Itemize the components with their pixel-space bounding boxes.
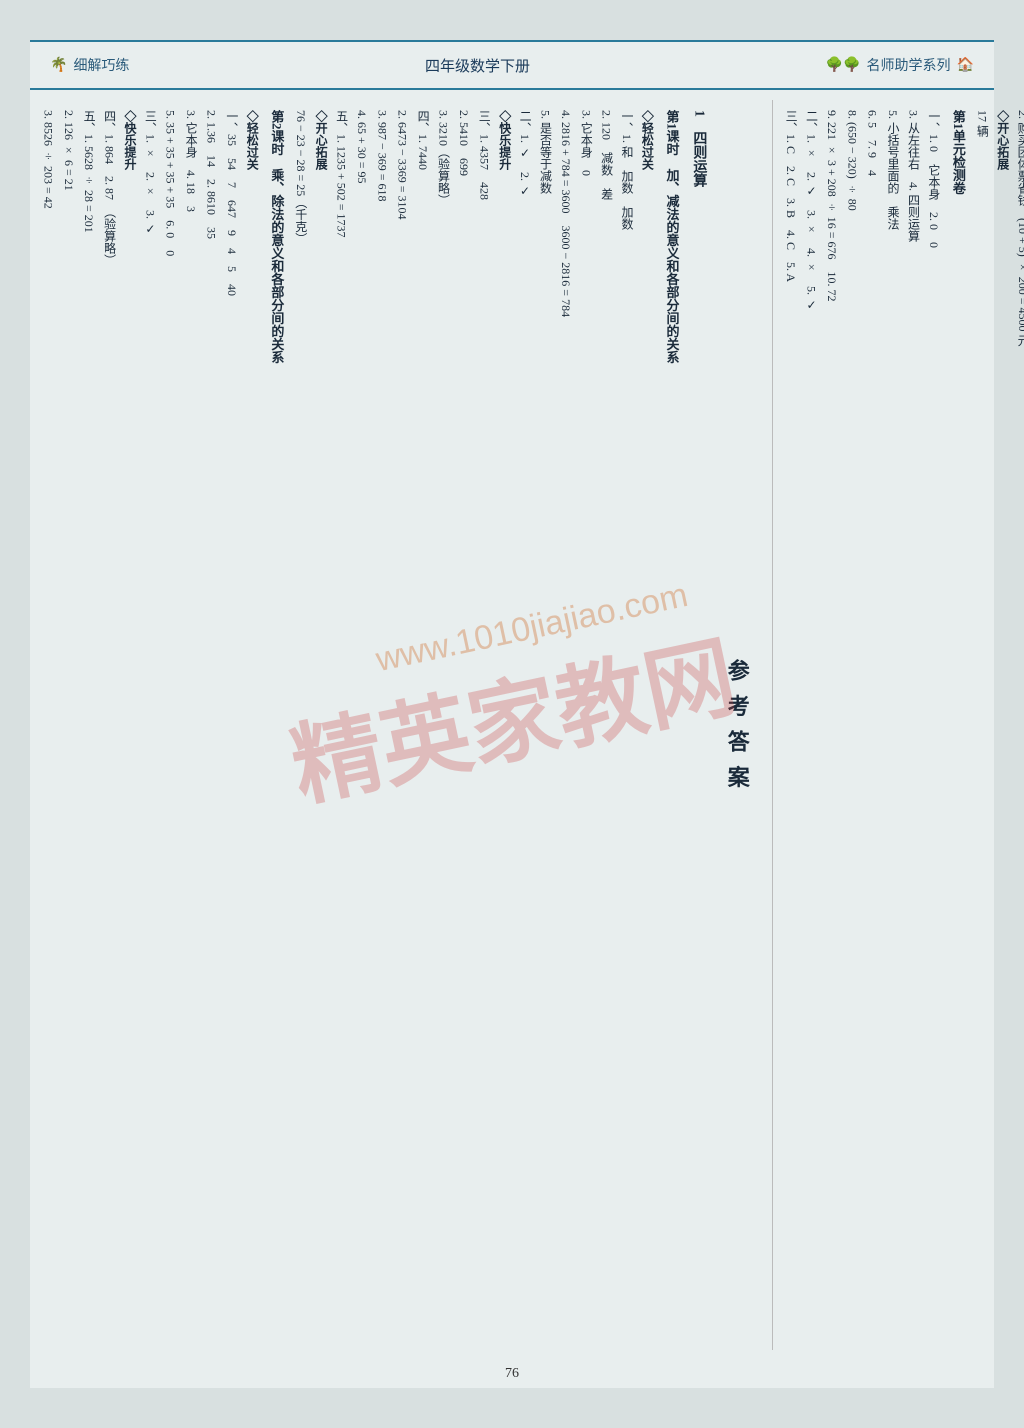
page-number: 76 [505,1366,519,1381]
group-label: ◇快乐提升 [120,110,140,1340]
content: 参 考 答 案 1 四则运算 第1课时 加、减法的意义和各部分间的关系 ◇轻松过… [30,90,994,1360]
main-title: 参 考 答 案 [718,110,755,1340]
answer-line: 2. 5410 699 [454,110,474,1340]
answer-line: 三、1. × 2. × 3. ✓ [140,110,160,1340]
answer-line: 2. 1.36 14 2. 8610 35 [201,110,221,1340]
answer-line: 二、1. ✓ 2. ✓ [515,110,535,1340]
section-title: 1 四则运算 [687,110,711,1340]
house-icon: 🏠 [957,57,974,74]
column-2: ◇开心拓展 103 × 86 = 8858 8858 ÷ 42 = 210……3… [772,100,1024,1350]
header-center: 四年级数学下册 [425,55,530,76]
header-left: 🌴 细解巧练 [50,55,129,75]
palm-icon: 🌴 [50,57,67,74]
answer-line: 5. 35 + 35 + 35 + 35 6. 0 0 [160,110,180,1340]
answer-line: 3. 3210（验算略） [433,110,453,1340]
group-label: ◇快乐提升 [494,110,514,1340]
answer-line: 2. 购买团体票省钱 (10 + 5) × 200 = 4500 元 [1013,110,1024,1340]
answer-line: 5. 是否等于减数 [535,110,555,1340]
answer-line: 2. 120 减数 差 [596,110,616,1340]
answer-line: 4. 2816 + 784 = 3600 3600 − 2816 = 784 [555,110,575,1340]
column-1: 参 考 答 案 1 四则运算 第1课时 加、减法的意义和各部分间的关系 ◇轻松过… [30,100,772,1350]
page: 🌴 细解巧练 四年级数学下册 🌳🌳 名师助学系列 🏠 参 考 答 案 1 四则运… [30,40,994,1388]
page-header: 🌴 细解巧练 四年级数学下册 🌳🌳 名师助学系列 🏠 [30,40,994,90]
answer-line: 9. 221 × 3 + 208 ÷ 16 = 676 10. 72 [821,110,841,1340]
answer-line: 5. 小括号里面的 乘法 [883,110,903,1340]
answer-line: 2. 126 × 6 = 21 [58,110,78,1340]
answer-line: 3. 8526 ÷ 203 = 42 [38,110,58,1340]
answer-line: 2. 6473 − 3369 = 3104 [392,110,412,1340]
group-label: ◇轻松过关 [637,110,657,1340]
series-left: 细解巧练 [73,55,129,75]
trees-icon: 🌳🌳 [826,57,861,74]
group-label: ◇开心拓展 [311,110,331,1340]
answer-line: 3. 它本身 4. 18 3 [181,110,201,1340]
answer-line: 四、1. 7440 [413,110,433,1340]
answer-line: 76 − 23 − 28 = 25（千克） [290,110,310,1340]
answer-line: 五、1. 1235 + 502 = 1737 [331,110,351,1340]
answer-line: 6. 5 7. 9 4 [862,110,882,1340]
lesson-title: 第1单元检测卷 [947,110,969,1340]
answer-line: 一、1. 0 它本身 2. 0 0 [923,110,943,1340]
answer-line: 五、1. 5628 ÷ 28 = 201 [79,110,99,1340]
series-right: 名师助学系列 [867,55,951,75]
lesson-title: 第1课时 加、减法的意义和各部分间的关系 [660,110,682,1340]
answer-line: 4. 65 + 30 = 95 [352,110,372,1340]
answer-line: 17 辆 [972,110,992,1340]
group-label: ◇轻松过关 [242,110,262,1340]
answer-line: 三、1. 4357 428 [474,110,494,1340]
answer-line: 3. 987 − 369 = 618 [372,110,392,1340]
lesson-title: 第2课时 乘、除法的意义和各部分间的关系 [265,110,287,1340]
answer-line: 3. 它本身 0 [576,110,596,1340]
answer-line: 四、1. 864 2. 87 （验算略） [99,110,119,1340]
group-label: ◇开心拓展 [992,110,1012,1340]
answer-line: 二、1. × 2. ✓ 3. × 4. × 5. ✓ [801,110,821,1340]
answer-line: 一、35 54 7 647 9 4 5 40 [222,110,242,1340]
answer-line: 一、1. 和 加数 加数 [617,110,637,1340]
answer-line: 3. 从左往右 4. 四则运算 [903,110,923,1340]
answer-line: 8. (650 − 320) ÷ 80 [842,110,862,1340]
page-footer: 76 [30,1360,994,1388]
answer-line: 三、1. C 2. C 3. B 4. C 5. A [781,110,801,1340]
header-right: 🌳🌳 名师助学系列 🏠 [826,55,974,75]
